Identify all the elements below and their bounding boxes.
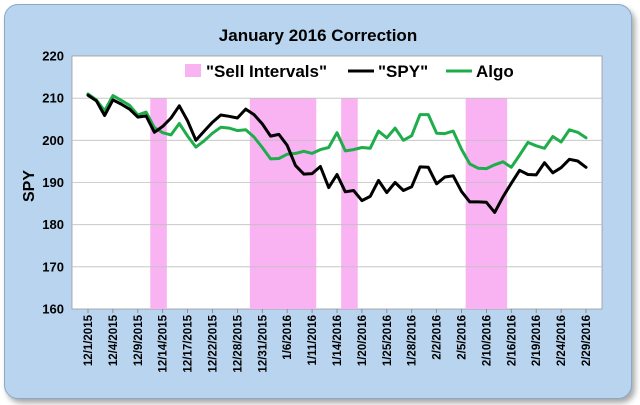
sell-interval-band-3	[341, 98, 358, 310]
x-tick-label-19: 2/19/2016	[531, 315, 543, 366]
x-axis-ticks: 12/1/2015 12/4/2015 12/9/2015 12/14/2015 12/…	[83, 309, 593, 373]
y-tick-label-160: 160	[42, 302, 64, 317]
legend-label-spy: "SPY"	[378, 62, 428, 81]
chart-title: January 2016 Correction	[219, 26, 417, 45]
y-tick-label-220: 220	[42, 49, 64, 64]
x-tick-label-12: 1/20/2016	[357, 315, 369, 366]
x-tick-label-20: 2/24/2016	[556, 315, 568, 366]
x-tick-label-5: 12/17/2015	[183, 314, 195, 372]
y-axis-ticks: 160 170 180 190 200 210 220	[42, 49, 64, 317]
y-tick-label-200: 200	[42, 133, 64, 148]
x-tick-label-14: 1/28/2016	[407, 315, 419, 366]
x-tick-label-7: 12/28/2015	[232, 314, 244, 372]
y-axis-label: SPY	[21, 170, 38, 202]
x-tick-label-21: 2/29/2016	[581, 315, 593, 366]
y-tick-label-180: 180	[42, 217, 64, 232]
y-tick-label-170: 170	[42, 259, 64, 274]
x-tick-label-2: 12/4/2015	[108, 314, 120, 366]
series-lines	[86, 92, 588, 214]
x-tick-label-18: 2/16/2016	[506, 315, 518, 366]
gridlines	[72, 97, 602, 268]
legend-label-sell-intervals: "Sell Intervals"	[206, 62, 327, 81]
x-tick-label-11: 1/14/2016	[332, 315, 344, 366]
x-tick-label-4: 12/14/2015	[158, 314, 170, 372]
legend-label-algo: Algo	[476, 62, 514, 81]
x-tick-label-1: 12/1/2015	[83, 314, 95, 366]
legend-swatch-sell-intervals	[185, 64, 201, 77]
legend: "Sell Intervals" "SPY" Algo	[185, 62, 514, 81]
x-tick-label-6: 12/22/2015	[208, 314, 220, 372]
x-tick-label-8: 12/31/2015	[257, 314, 269, 372]
series-line-spy	[86, 93, 588, 214]
sell-interval-band-1	[150, 98, 167, 310]
sell-interval-band-2	[249, 98, 317, 310]
x-tick-label-10: 1/11/2016	[307, 315, 319, 366]
x-tick-label-17: 2/10/2016	[481, 315, 493, 366]
y-tick-label-190: 190	[42, 175, 64, 190]
series-line-algo	[86, 92, 588, 171]
x-tick-label-9: 1/6/2016	[282, 315, 294, 360]
x-tick-label-16: 2/5/2016	[457, 315, 469, 360]
x-tick-label-15: 2/2/2016	[432, 315, 444, 360]
x-tick-label-13: 1/25/2016	[382, 315, 394, 366]
y-tick-label-210: 210	[42, 91, 64, 106]
x-tick-label-3: 12/9/2015	[133, 314, 145, 366]
